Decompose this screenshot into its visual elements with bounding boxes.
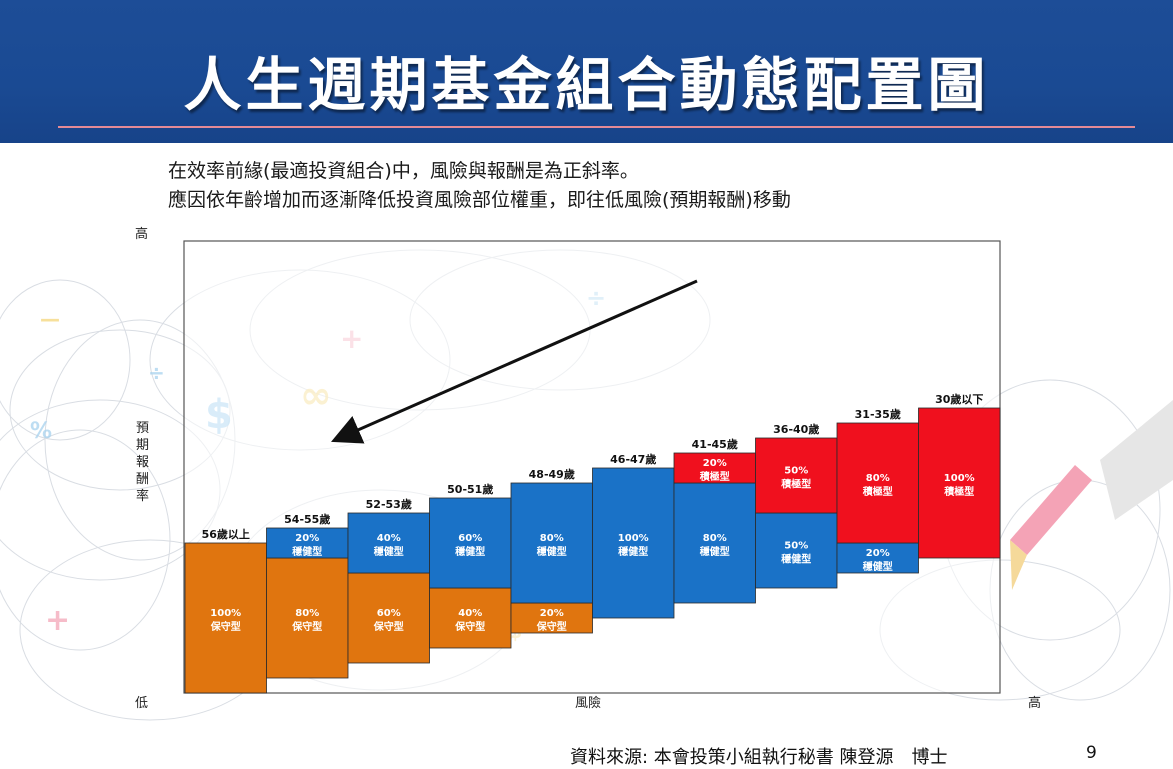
segment-type-label: 保守型 (454, 620, 485, 633)
intro-line-2: 應因依年齡增加而逐漸降低投資風險部位權重，即往低風險(預期報酬)移動 (168, 189, 791, 211)
bar-segment (184, 542, 267, 694)
intro-line-1: 在效率前緣(最適投資組合)中，風險與報酬是為正斜率。 (168, 160, 639, 182)
age-group-label: 48-49歲 (529, 467, 575, 481)
segment-percent-label: 80% (295, 608, 319, 619)
segment-type-label: 穩健型 (536, 545, 567, 558)
segment-percent-label: 80% (540, 533, 564, 544)
title-underline (58, 126, 1135, 128)
svg-text:—: — (40, 307, 60, 331)
segment-type-label: 穩健型 (699, 545, 730, 558)
segment-percent-label: 20% (703, 458, 727, 469)
segment-percent-label: 100% (944, 473, 975, 484)
bar-segment (266, 557, 349, 679)
bar-segment (510, 482, 593, 604)
y-axis-label-char: 酬 (136, 472, 149, 487)
bar-segment (429, 497, 512, 589)
plus-pink-doodle-icon: + (45, 603, 70, 638)
segment-percent-label: 80% (866, 473, 890, 484)
bar-segment (755, 437, 838, 514)
segment-type-label: 積極型 (862, 485, 893, 498)
y-axis-label-char: 報 (136, 455, 149, 470)
segment-type-label: 保守型 (373, 620, 404, 633)
age-group-label: 54-55歲 (284, 512, 330, 526)
segment-percent-label: 40% (458, 608, 482, 619)
segment-type-label: 穩健型 (617, 545, 648, 558)
segment-percent-label: 50% (784, 466, 808, 477)
bar-segment (836, 422, 919, 544)
bar-segment (510, 602, 593, 634)
bar-segment (266, 527, 349, 559)
segment-type-label: 穩健型 (291, 545, 322, 558)
segment-type-label: 保守型 (536, 620, 567, 633)
page-number: 9 (1086, 743, 1097, 763)
bar-segment (673, 482, 756, 604)
age-group-label: 46-47歲 (610, 452, 656, 466)
bar-segment (836, 542, 919, 574)
segment-type-label: 穩健型 (454, 545, 485, 558)
segment-percent-label: 100% (210, 608, 241, 619)
segment-type-label: 積極型 (699, 470, 730, 483)
y-axis-label-char: 期 (136, 438, 149, 453)
y-axis-label-char: 預 (136, 421, 149, 436)
percent-doodle-icon: ÷ (148, 361, 165, 385)
segment-percent-label: 80% (703, 533, 727, 544)
bar-segment (673, 452, 756, 484)
source-note: 資料來源: 本會投策小組執行秘書 陳登源 博士 (570, 747, 948, 768)
page-title: 人生週期基金組合動態配置圖 (183, 51, 990, 119)
segment-type-label: 保守型 (210, 620, 241, 633)
bar-segment (429, 587, 512, 649)
percent-small-doodle-icon: % (30, 419, 52, 444)
age-group-label: 56歲以上 (202, 527, 250, 541)
bar-segment (592, 467, 675, 619)
pencil-icon (1010, 400, 1173, 590)
segment-type-label: 穩健型 (373, 545, 404, 558)
age-group-label: 50-51歲 (447, 482, 493, 496)
y-high-label: 高 (135, 226, 148, 242)
age-group-label: 31-35歲 (855, 407, 901, 421)
origin-label: 低 (135, 696, 148, 711)
segment-type-label: 穩健型 (862, 560, 893, 573)
bar-segment (755, 512, 838, 589)
segment-percent-label: 60% (458, 533, 482, 544)
segment-percent-label: 40% (377, 533, 401, 544)
segment-percent-label: 20% (295, 533, 319, 544)
segment-type-label: 積極型 (943, 485, 974, 498)
age-group-label: 52-53歲 (366, 497, 412, 511)
segment-percent-label: 100% (618, 533, 649, 544)
y-axis-label-char: 率 (136, 488, 149, 504)
segment-percent-label: 20% (540, 608, 564, 619)
title-banner: 人生週期基金組合動態配置圖 (0, 0, 1173, 143)
segment-type-label: 穩健型 (780, 553, 811, 566)
x-axis-label: 風險 (575, 696, 601, 711)
segment-percent-label: 50% (784, 541, 808, 552)
age-group-label: 36-40歲 (773, 422, 819, 436)
trend-arrow (331, 279, 698, 444)
segment-percent-label: 20% (866, 548, 890, 559)
segment-type-label: 保守型 (291, 620, 322, 633)
age-group-label: 30歲以下 (935, 392, 983, 406)
age-group-label: 41-45歲 (692, 437, 738, 451)
bar-segment (347, 512, 430, 574)
segment-percent-label: 60% (377, 608, 401, 619)
bar-segment (918, 407, 1001, 559)
x-high-label: 高 (1028, 695, 1041, 711)
segment-type-label: 積極型 (780, 478, 811, 491)
